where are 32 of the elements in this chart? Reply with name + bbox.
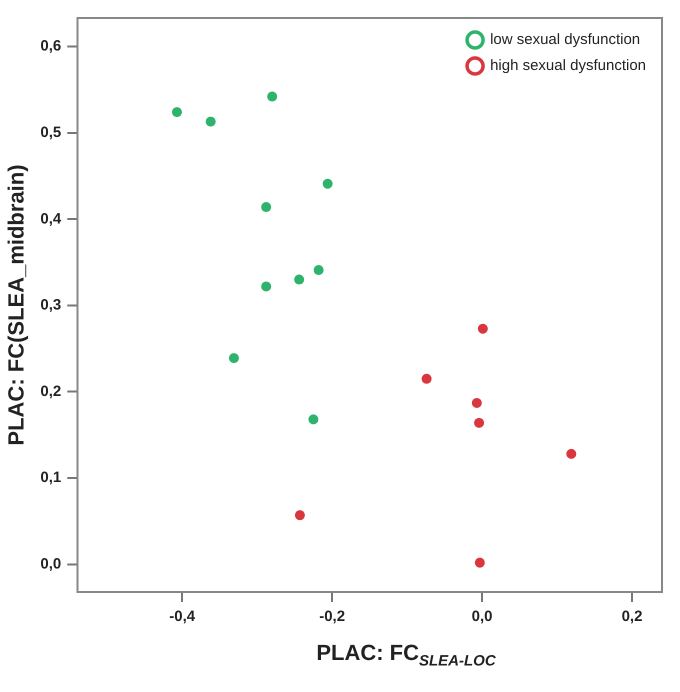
- y-tick-label: 0,3: [40, 296, 62, 314]
- legend-label: high sexual dysfunction: [490, 57, 646, 74]
- y-tick-label: 0,1: [40, 469, 62, 486]
- point: [228, 353, 239, 364]
- y-axis-title: PLAC: FC(SLEA_midbrain): [3, 164, 28, 446]
- point: [478, 324, 488, 334]
- point: [267, 92, 278, 102]
- y-tick-label: 0,4: [40, 210, 62, 228]
- point: [322, 178, 333, 189]
- x-tick-label: 0,2: [622, 608, 642, 626]
- point: [472, 398, 482, 408]
- point: [422, 374, 432, 384]
- point: [294, 510, 305, 520]
- y-tick-label: 0,0: [40, 556, 62, 573]
- y-tick-label: 0,2: [40, 382, 62, 400]
- point: [206, 116, 216, 127]
- x-tick-label: -0,4: [169, 608, 196, 626]
- point: [261, 281, 272, 292]
- point: [294, 274, 304, 285]
- x-axis-title: PLAC: FC$_{SLEA-LOC}$: [315, 640, 497, 670]
- legend-label: low sexual dysfunction: [490, 31, 640, 48]
- x-tick-label: -0,2: [319, 608, 346, 626]
- point: [566, 448, 576, 459]
- point: [314, 265, 324, 276]
- point: [172, 107, 182, 118]
- point: [261, 202, 272, 212]
- y-tick-label: 0,5: [40, 124, 62, 141]
- y-tick-label: 0,6: [40, 38, 62, 55]
- x-tick-label: 0,0: [472, 608, 493, 626]
- point: [308, 414, 318, 424]
- point: [474, 558, 485, 568]
- point: [474, 418, 484, 428]
